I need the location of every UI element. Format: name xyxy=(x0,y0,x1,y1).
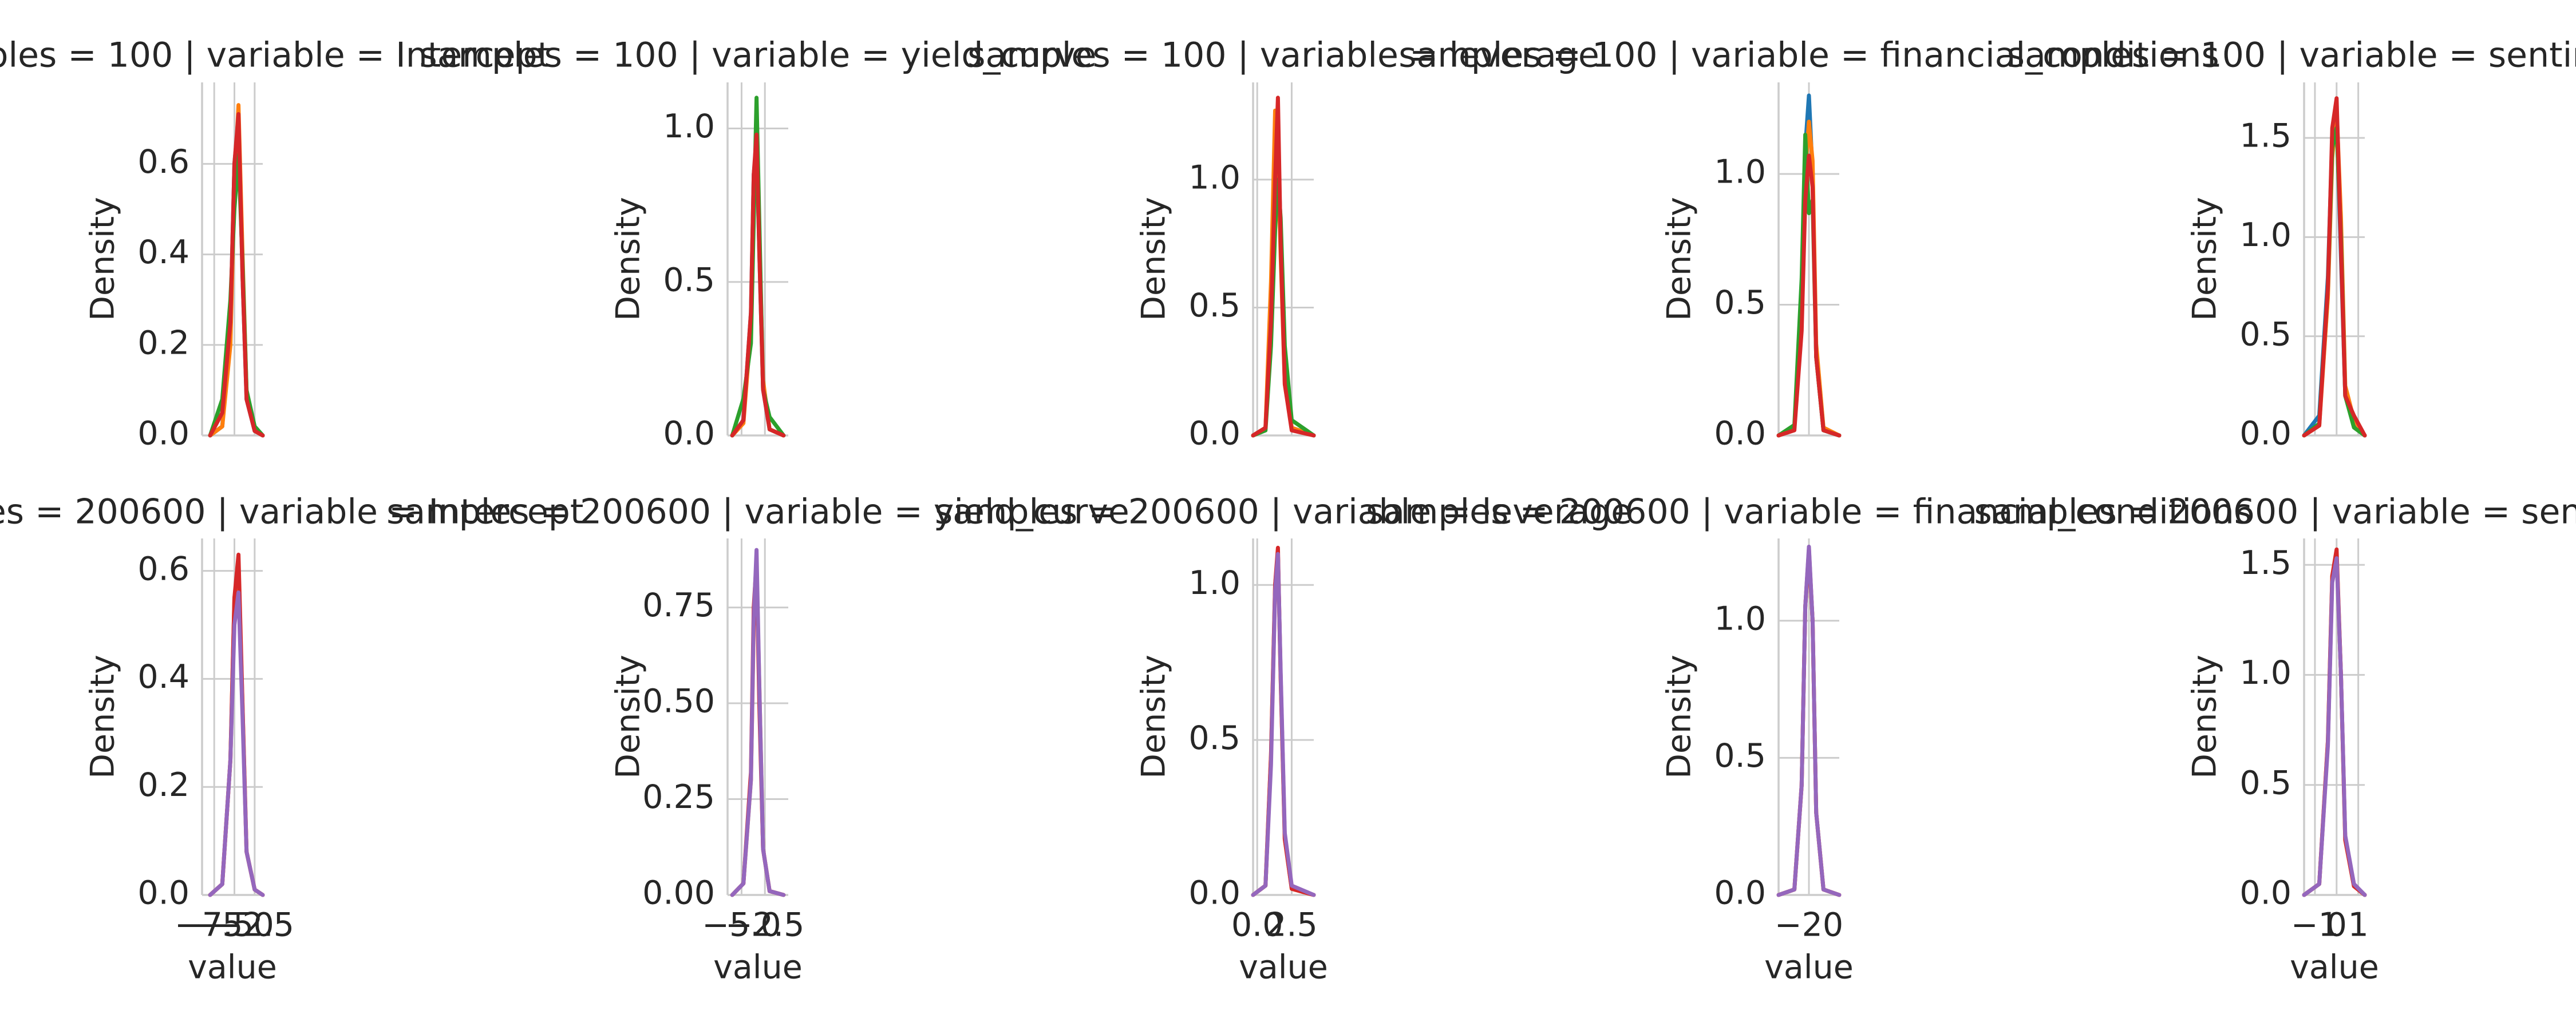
y-axis-label: Density xyxy=(84,655,122,779)
kde-line xyxy=(1776,544,1842,897)
y-tick-label: 1.5 xyxy=(2239,117,2291,155)
kde-line xyxy=(2302,126,2367,438)
x-axis-label: value xyxy=(2290,949,2379,987)
y-tick-label: 0.5 xyxy=(1188,287,1240,324)
y-tick-label: 0.75 xyxy=(642,587,715,624)
y-axis-label: Density xyxy=(1135,655,1173,779)
x-tick-label: 1 xyxy=(2348,906,2369,944)
x-tick-label: −2.5 xyxy=(725,906,804,944)
facet: 0.0 0.5 1.0 Density xyxy=(610,82,788,453)
facet: 0.0 0.5 1.0 Density xyxy=(1661,82,1842,453)
x-tick-label: −2.5 xyxy=(215,906,294,944)
y-tick-label: 0.0 xyxy=(1188,874,1240,912)
facet-title: samples = 200600 | variable = yield_curv… xyxy=(386,492,1129,532)
y-tick-label: 0.6 xyxy=(137,143,189,181)
x-axis-label: value xyxy=(1239,949,1328,987)
y-tick-label: 0.6 xyxy=(137,550,189,588)
y-tick-label: 0.5 xyxy=(1714,284,1766,322)
y-tick-label: 0.4 xyxy=(137,233,189,271)
facet: 0.00 0.25 0.50 0.75 −5.0−2.5 Density value xyxy=(610,538,804,987)
y-tick-label: 0.0 xyxy=(2239,874,2291,912)
y-tick-label: 0.5 xyxy=(663,261,715,299)
x-axis-label: value xyxy=(713,949,803,987)
y-axis-label: Density xyxy=(2186,197,2224,321)
y-tick-label: 1.0 xyxy=(2239,216,2291,254)
kde-line xyxy=(2302,106,2367,438)
x-axis-label: value xyxy=(1764,949,1854,987)
y-tick-label: 0.5 xyxy=(2239,315,2291,353)
kde-line xyxy=(2302,116,2367,438)
y-tick-label: 0.0 xyxy=(2239,415,2291,453)
facet-title: samples = 100 | variable = financial_con… xyxy=(1398,35,2219,76)
y-tick-label: 1.5 xyxy=(2239,544,2291,582)
y-axis-label: Density xyxy=(1661,197,1698,321)
facet: 0.0 0.5 1.0 Density xyxy=(1135,82,1316,453)
y-tick-label: 0.25 xyxy=(642,778,715,816)
facet-title: samples = 200600 | variable = Intercept xyxy=(0,492,583,532)
x-axis-label: value xyxy=(188,949,277,987)
facet-title: samples = 200600 | variable = sentiment xyxy=(1974,492,2576,532)
kde-line xyxy=(208,590,265,897)
facet: 0.0 0.2 0.4 0.6 Density xyxy=(84,82,265,453)
kde-line xyxy=(1251,552,1316,897)
facet-title: samples = 100 | variable = Intercept xyxy=(0,35,551,76)
x-tick-label: 2.5 xyxy=(1266,906,1318,944)
facet: 0.0 0.2 0.4 0.6 −7.5−5.0−2.5 Density value xyxy=(84,538,294,987)
y-tick-label: 0.2 xyxy=(137,324,189,362)
y-tick-label: 0.0 xyxy=(1714,874,1766,912)
kde-line xyxy=(208,112,265,438)
kde-line xyxy=(1251,96,1316,438)
kde-line xyxy=(2302,547,2367,897)
y-tick-label: 1.0 xyxy=(1714,600,1766,637)
y-tick-label: 0.5 xyxy=(1714,737,1766,775)
y-tick-label: 0.0 xyxy=(663,415,715,453)
y-tick-label: 0.50 xyxy=(642,683,715,720)
y-tick-label: 0.0 xyxy=(137,874,189,912)
y-tick-label: 1.0 xyxy=(1188,564,1240,602)
kde-line xyxy=(2302,552,2367,897)
facet: 0.0 0.5 1.0 1.5 −10 1 Density value xyxy=(2186,538,2379,987)
y-tick-label: 0.00 xyxy=(642,874,715,912)
y-axis-label: Density xyxy=(2186,655,2224,779)
x-tick-label: −1 xyxy=(2291,906,2339,944)
x-tick-label: 0 xyxy=(2326,906,2347,944)
x-tick-label: 0.0 xyxy=(1231,906,1283,944)
kde-line xyxy=(2302,556,2367,897)
y-tick-label: 0.5 xyxy=(1188,719,1240,757)
y-tick-label: 1.0 xyxy=(1714,153,1766,191)
x-tick-label: −5.0 xyxy=(195,906,274,944)
y-axis-label: Density xyxy=(610,197,647,321)
y-axis-label: Density xyxy=(610,655,647,779)
y-tick-label: 0.4 xyxy=(137,658,189,696)
facet-title: samples = 200600 | variable = leverage xyxy=(935,492,1632,532)
facet: 0.0 0.5 1.0 −20 Density value xyxy=(1661,538,1854,987)
facet: 0.0 0.5 1.0 1.5 Density xyxy=(2186,82,2367,453)
x-tick-label: −5.0 xyxy=(702,906,781,944)
y-axis-label: Density xyxy=(84,197,122,321)
kde-line xyxy=(730,548,786,897)
kde-line xyxy=(730,132,786,438)
kde-line xyxy=(1776,153,1842,438)
facet-title: samples = 100 | variable = sentiment xyxy=(2007,35,2576,76)
facet-title: samples = 200600 | variable = financial_… xyxy=(1366,492,2252,532)
facet-title: samples = 100 | variable = leverage xyxy=(967,35,1599,76)
y-tick-label: 0.2 xyxy=(137,766,189,804)
y-tick-label: 0.0 xyxy=(1714,415,1766,453)
y-tick-label: 1.0 xyxy=(1188,159,1240,197)
y-axis-label: Density xyxy=(1135,197,1173,321)
y-tick-label: 0.0 xyxy=(137,415,189,453)
facet-title: samples = 100 | variable = yield_curve xyxy=(419,35,1096,76)
y-tick-label: 1.0 xyxy=(663,108,715,145)
y-tick-label: 1.0 xyxy=(2239,654,2291,692)
y-tick-label: 0.0 xyxy=(1188,415,1240,453)
y-tick-label: 0.5 xyxy=(2239,764,2291,802)
x-tick-label: −20 xyxy=(1775,906,1843,944)
kde-line xyxy=(2302,96,2367,438)
x-tick-label: −7.5 xyxy=(175,906,254,944)
y-axis-label: Density xyxy=(1661,655,1698,779)
